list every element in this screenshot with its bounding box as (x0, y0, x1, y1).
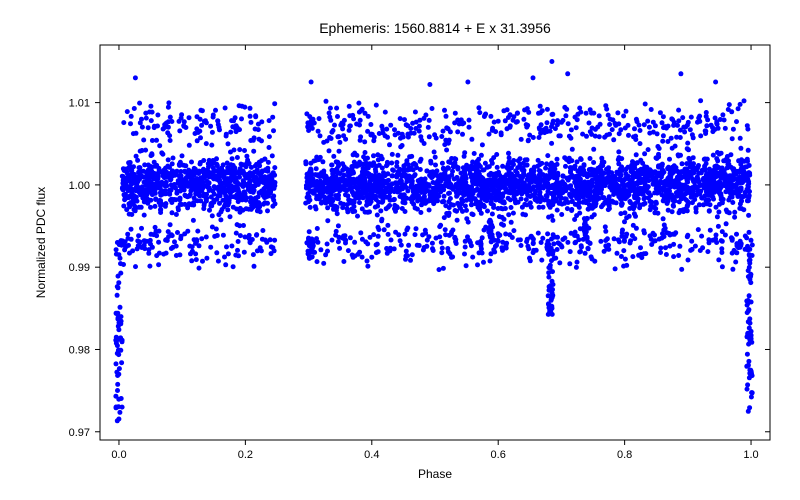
x-axis-label: Phase (418, 467, 452, 481)
x-tick-label: 0.6 (491, 449, 506, 461)
x-tick-label: 0.2 (238, 449, 253, 461)
x-tick-label: 0.4 (364, 449, 379, 461)
y-tick-label: 0.98 (69, 344, 90, 356)
x-tick-label: 0.8 (617, 449, 632, 461)
y-tick-label: 0.97 (69, 427, 90, 439)
chart-svg: 0.0 0.2 0.4 0.6 0.8 1.0 0.97 0.98 0.99 1.00 1.01 Ph… (0, 0, 800, 500)
y-tick-label: 1.01 (69, 98, 90, 110)
y-axis-label: Normalized PDC flux (34, 187, 48, 298)
chart-title: Ephemeris: 1560.8814 + E x 31.3956 (319, 20, 551, 36)
scatter-chart: 0.0 0.2 0.4 0.6 0.8 1.0 0.97 0.98 0.99 1.00 1.01 Ph… (0, 0, 800, 500)
y-tick-label: 1.00 (69, 180, 90, 192)
x-tick-label: 1.0 (743, 449, 758, 461)
y-tick-label: 0.99 (69, 262, 90, 274)
x-tick-label: 0.0 (111, 449, 126, 461)
